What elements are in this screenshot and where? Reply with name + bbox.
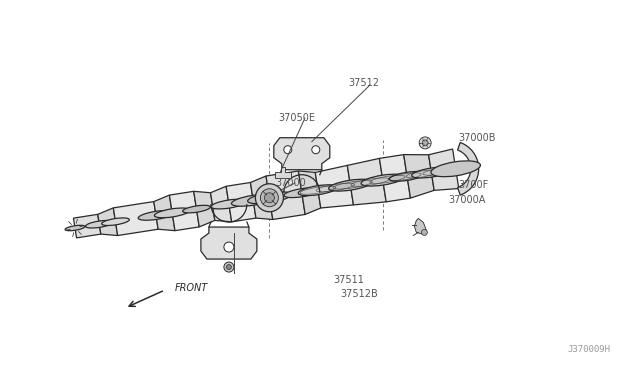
Polygon shape bbox=[458, 142, 479, 195]
Text: 37000A: 37000A bbox=[448, 195, 485, 205]
Polygon shape bbox=[429, 149, 459, 190]
Ellipse shape bbox=[248, 192, 291, 204]
Polygon shape bbox=[74, 214, 101, 238]
Circle shape bbox=[419, 137, 431, 149]
Circle shape bbox=[422, 140, 428, 146]
Text: 37512B: 37512B bbox=[340, 289, 378, 299]
Polygon shape bbox=[414, 218, 426, 234]
Text: 3700F: 3700F bbox=[458, 180, 488, 190]
Ellipse shape bbox=[284, 188, 319, 198]
Text: FRONT: FRONT bbox=[175, 283, 208, 293]
Polygon shape bbox=[404, 155, 434, 198]
Ellipse shape bbox=[431, 161, 481, 177]
Text: 37000: 37000 bbox=[275, 178, 306, 188]
Ellipse shape bbox=[86, 221, 113, 228]
Text: 37000B: 37000B bbox=[458, 133, 495, 143]
Ellipse shape bbox=[361, 174, 404, 186]
Ellipse shape bbox=[412, 167, 451, 178]
Polygon shape bbox=[201, 227, 257, 259]
Polygon shape bbox=[194, 191, 215, 227]
Circle shape bbox=[260, 189, 278, 207]
Polygon shape bbox=[211, 186, 232, 222]
Ellipse shape bbox=[436, 163, 476, 174]
Polygon shape bbox=[380, 155, 410, 202]
Polygon shape bbox=[113, 202, 158, 235]
Circle shape bbox=[312, 146, 320, 154]
Ellipse shape bbox=[232, 194, 275, 206]
Text: 37512: 37512 bbox=[348, 78, 379, 88]
Text: J370009H: J370009H bbox=[567, 345, 610, 354]
Ellipse shape bbox=[389, 171, 425, 181]
Polygon shape bbox=[250, 176, 273, 219]
Ellipse shape bbox=[329, 179, 372, 191]
Circle shape bbox=[421, 230, 428, 235]
Circle shape bbox=[284, 146, 292, 154]
Polygon shape bbox=[154, 195, 175, 231]
Polygon shape bbox=[170, 191, 199, 231]
Polygon shape bbox=[316, 166, 353, 208]
Ellipse shape bbox=[298, 185, 338, 196]
Polygon shape bbox=[298, 171, 321, 215]
Polygon shape bbox=[226, 183, 256, 222]
Circle shape bbox=[255, 184, 284, 212]
Polygon shape bbox=[275, 167, 291, 179]
Circle shape bbox=[224, 262, 234, 272]
Text: 37050E: 37050E bbox=[278, 113, 315, 123]
Polygon shape bbox=[98, 208, 118, 235]
Polygon shape bbox=[348, 158, 386, 205]
Ellipse shape bbox=[182, 205, 211, 213]
Ellipse shape bbox=[211, 199, 246, 209]
Ellipse shape bbox=[154, 208, 190, 218]
Ellipse shape bbox=[138, 211, 174, 220]
Polygon shape bbox=[266, 171, 305, 219]
Ellipse shape bbox=[65, 225, 85, 231]
Circle shape bbox=[227, 264, 232, 270]
Polygon shape bbox=[274, 138, 330, 170]
Circle shape bbox=[224, 242, 234, 252]
Text: 37511: 37511 bbox=[333, 275, 364, 285]
Circle shape bbox=[264, 193, 275, 203]
Ellipse shape bbox=[102, 218, 129, 225]
